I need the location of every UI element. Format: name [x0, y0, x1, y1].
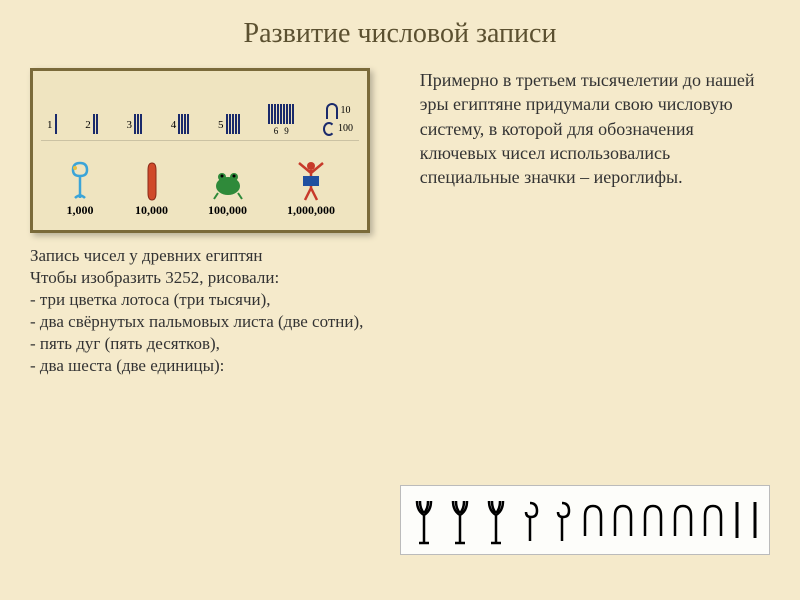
left-column: 1 2 3 4 5 69: [30, 68, 400, 378]
content-area: 1 2 3 4 5 69: [30, 68, 770, 378]
table-row-large: 1,000 10,000: [41, 141, 359, 223]
num-4: 4: [171, 114, 190, 136]
stroke-glyph: [731, 498, 743, 542]
page-title: Развитие числовой записи: [30, 18, 770, 50]
arc-glyph: [701, 500, 725, 540]
lotus-icon: [65, 158, 95, 203]
arc-glyph: [641, 500, 665, 540]
symbol-100000: 100,000: [208, 161, 247, 218]
label-6: 6: [274, 126, 279, 136]
num-1: 1: [47, 114, 57, 136]
num-5: 5: [218, 114, 240, 136]
label-3: 3: [127, 119, 133, 131]
lotus-glyph: [481, 493, 511, 548]
arc-glyph: [581, 500, 605, 540]
label-1: 1: [47, 119, 53, 131]
right-column: Примерно в третьем тысячелетии до нашей …: [420, 68, 770, 378]
stroke-glyph: [749, 498, 761, 542]
arc-glyph: [611, 500, 635, 540]
arc-glyph: [671, 500, 695, 540]
finger-icon: [141, 158, 163, 203]
explain-intro: Чтобы изобразить 3252, рисовали:: [30, 268, 279, 287]
table-caption: Запись чисел у древних египтян: [30, 245, 400, 267]
num-10-100: 10 100: [323, 103, 353, 136]
num-6-9: 69: [268, 104, 294, 136]
symbol-10000: 10,000: [135, 158, 168, 218]
lotus-glyph: [409, 493, 439, 548]
label-2: 2: [85, 119, 91, 131]
figure-icon: [293, 158, 329, 203]
main-paragraph: Примерно в третьем тысячелетии до нашей …: [420, 68, 770, 189]
symbol-1000: 1,000: [65, 158, 95, 218]
label-10000: 10,000: [135, 203, 168, 218]
frog-icon: [210, 161, 246, 203]
coil-glyph: [549, 495, 575, 545]
example-3252: [400, 485, 770, 555]
num-2: 2: [85, 114, 98, 136]
symbol-1000000: 1,000,000: [287, 158, 335, 218]
label-1000: 1,000: [67, 203, 94, 218]
explain-item-3: - два шеста (две единицы):: [30, 356, 224, 375]
label-9: 9: [284, 126, 289, 136]
label-1000000: 1,000,000: [287, 203, 335, 218]
num-3: 3: [127, 114, 143, 136]
hieroglyph-table: 1 2 3 4 5 69: [30, 68, 370, 233]
label-100000: 100,000: [208, 203, 247, 218]
table-row-units: 1 2 3 4 5 69: [41, 79, 359, 141]
explanation-block: Чтобы изобразить 3252, рисовали: - три ц…: [30, 267, 400, 377]
lotus-glyph: [445, 493, 475, 548]
label-4: 4: [171, 119, 177, 131]
explain-item-1: - два свёрнутых пальмовых листа (две сот…: [30, 312, 363, 331]
coil-glyph: [517, 495, 543, 545]
explain-item-0: - три цветка лотоса (три тысячи),: [30, 290, 271, 309]
label-100: 100: [338, 123, 353, 134]
label-5: 5: [218, 119, 224, 131]
label-10: 10: [341, 105, 351, 116]
explain-item-2: - пять дуг (пять десятков),: [30, 334, 220, 353]
